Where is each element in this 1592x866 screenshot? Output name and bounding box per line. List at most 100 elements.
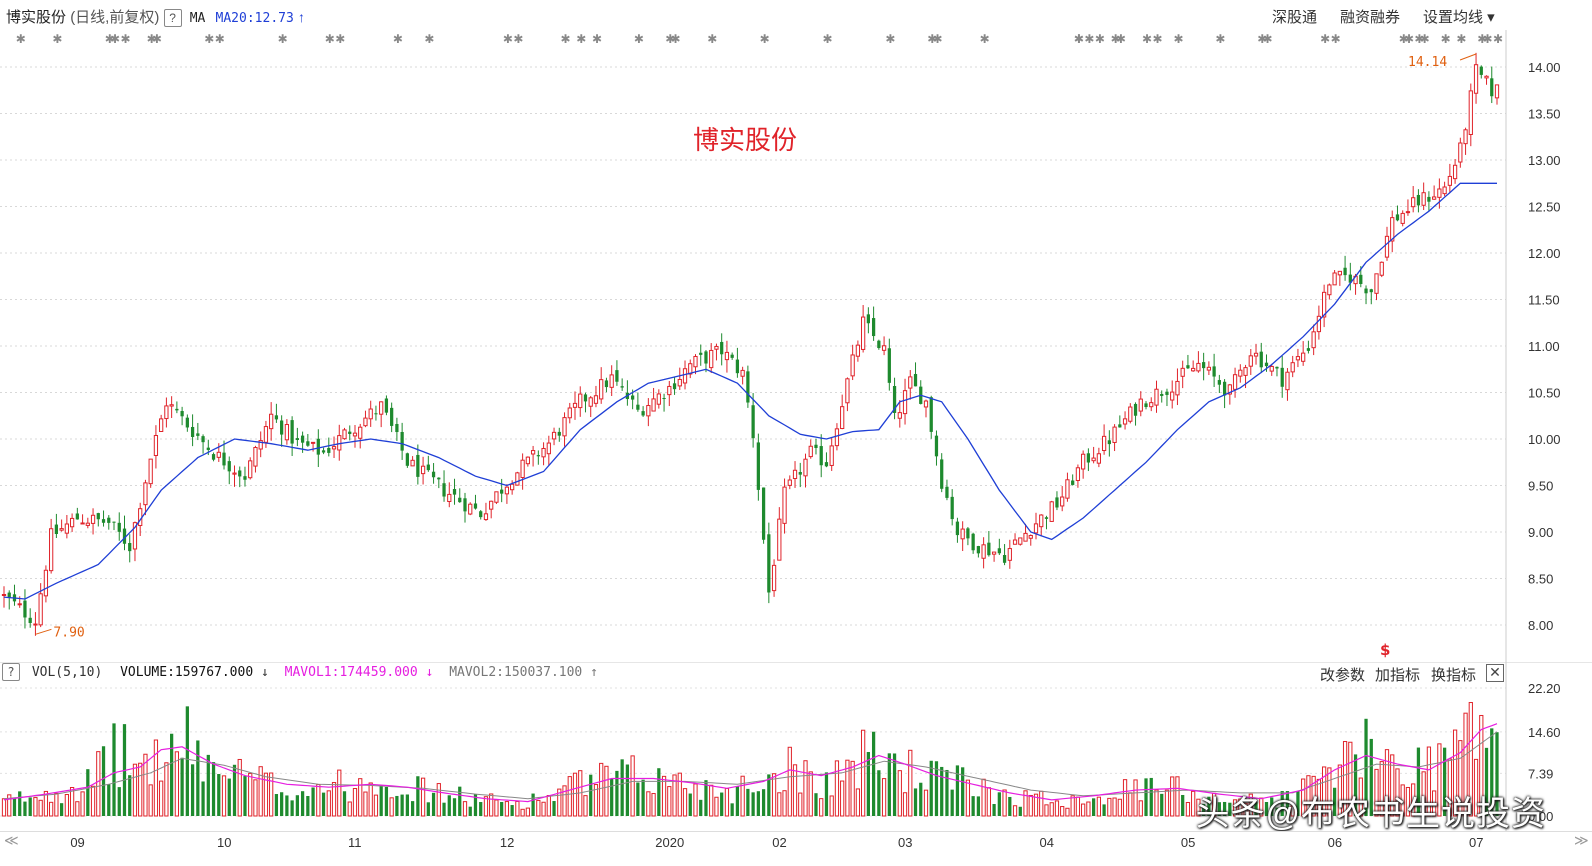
candle-body: [132, 522, 138, 550]
hk-connect-link[interactable]: 深股通: [1272, 9, 1318, 26]
candle-body: [504, 486, 510, 495]
candle-body: [390, 407, 394, 426]
info-mark-icon: ✱: [980, 32, 990, 46]
volume-bar: [897, 770, 902, 817]
edit-params-button[interactable]: 改参数: [1320, 667, 1366, 684]
volume-bar: [845, 759, 850, 817]
volume-bar: [657, 768, 661, 816]
volume-bar: [1207, 796, 1211, 816]
candle-body: [442, 483, 446, 497]
candle-body: [714, 345, 719, 350]
volume-bar: [1181, 794, 1185, 816]
candle-body: [798, 472, 802, 475]
candle-body: [1374, 273, 1379, 294]
help-icon[interactable]: ?: [163, 9, 182, 27]
volume-bar: [49, 801, 54, 817]
volume-bar: [1348, 741, 1353, 817]
volume-bar: [395, 795, 399, 816]
candle-body: [1264, 362, 1269, 367]
volume-bar: [1490, 728, 1494, 816]
candle-body: [274, 415, 279, 420]
candle-body: [829, 445, 834, 466]
candle-body: [530, 450, 536, 455]
volume-bar: [1217, 802, 1221, 816]
change-indicator-button[interactable]: 换指标: [1431, 667, 1477, 684]
volume-bar: [326, 790, 331, 817]
volume-bar: [1222, 801, 1227, 816]
candle-body: [107, 517, 111, 523]
low-price-label: 7.90: [53, 625, 84, 640]
candle-body: [1484, 75, 1489, 79]
candle-body: [740, 369, 745, 377]
volume-bar: [1149, 777, 1153, 816]
high-price-label: 14.14: [1408, 55, 1447, 70]
candle-body: [866, 314, 870, 324]
price-tick-label: 14.00: [1528, 60, 1561, 75]
candle-body: [1028, 535, 1033, 539]
volume-bar: [1096, 796, 1101, 817]
margin-trading-link[interactable]: 融资融券: [1340, 9, 1401, 26]
period-note: (日线,前复权): [70, 9, 160, 26]
info-mark-icon: ✱: [1441, 32, 1451, 46]
set-ma-dropdown[interactable]: 设置均线 ▾: [1423, 9, 1495, 26]
volume-bar: [1117, 798, 1122, 817]
candle-body: [128, 543, 132, 552]
volume-bar: [814, 793, 818, 816]
volume-bar: [489, 793, 494, 817]
volume-bar: [1327, 767, 1332, 817]
volume-bar: [452, 798, 457, 816]
scroll-right-icon[interactable]: ≫: [1574, 832, 1589, 848]
candle-body: [1473, 64, 1479, 94]
candle-body: [1468, 90, 1473, 135]
volume-bar: [1259, 797, 1264, 817]
volume-bar: [955, 765, 960, 816]
info-mark-icon: ✱: [1399, 32, 1409, 46]
volume-value: VOLUME:159767.000: [120, 665, 254, 680]
candle-body: [23, 600, 27, 618]
candle-body: [1322, 291, 1327, 318]
volume-bar: [274, 794, 279, 816]
volume-bar: [1395, 768, 1400, 817]
info-mark-icon: ✱: [424, 32, 434, 46]
candle-body: [1007, 548, 1012, 561]
volume-bar: [1081, 803, 1086, 817]
volume-bar: [1012, 805, 1018, 817]
info-mark-icon: ✱: [1173, 32, 1183, 46]
info-mark-icon: ✱: [393, 32, 403, 46]
volume-bar: [331, 782, 337, 817]
volume-bar: [311, 787, 315, 816]
info-mark-icon: ✱: [52, 32, 62, 46]
candle-body: [960, 528, 965, 540]
candle-body: [761, 487, 766, 540]
candle-body: [1107, 440, 1111, 445]
volume-bar: [1191, 790, 1196, 817]
volume-bar: [887, 753, 891, 816]
scroll-left-icon[interactable]: ≪: [4, 832, 19, 848]
volume-bar: [777, 792, 782, 817]
candle-body: [991, 551, 997, 555]
chart-header: 博实股份 (日线,前复权) ? MA MA20:12.73 ↑ 深股通 融资融券…: [0, 0, 1592, 30]
candle-body: [169, 404, 174, 407]
volume-bar: [720, 792, 724, 816]
candle-body: [1149, 402, 1154, 408]
volume-bar: [704, 780, 708, 816]
price-axis: 14.00 13.50 13.00 12.50 12.00 11.50 11.00 10.50…: [1528, 60, 1561, 633]
volume-bar: [1070, 795, 1075, 817]
volume-bar: [1416, 747, 1421, 816]
candle-body: [243, 476, 247, 480]
candle-body: [777, 518, 782, 561]
close-icon[interactable]: ✕: [1486, 664, 1504, 682]
watermark: 头条@布农书生说投资: [1195, 795, 1546, 833]
price-tick-label: 13.50: [1528, 107, 1561, 122]
volume-bar: [746, 788, 750, 816]
x-axis-label: 06: [1327, 835, 1343, 850]
info-mark-icon: ✱: [513, 32, 523, 46]
volume-help-icon[interactable]: ?: [2, 663, 20, 681]
info-mark-icon: ✱: [1483, 32, 1493, 46]
candle-body: [557, 431, 561, 436]
add-indicator-button[interactable]: 加指标: [1375, 667, 1421, 684]
info-mark-icon: ✱: [1263, 32, 1273, 46]
candle-body: [64, 523, 69, 534]
candle-body: [1479, 66, 1483, 75]
volume-bar: [819, 798, 824, 817]
